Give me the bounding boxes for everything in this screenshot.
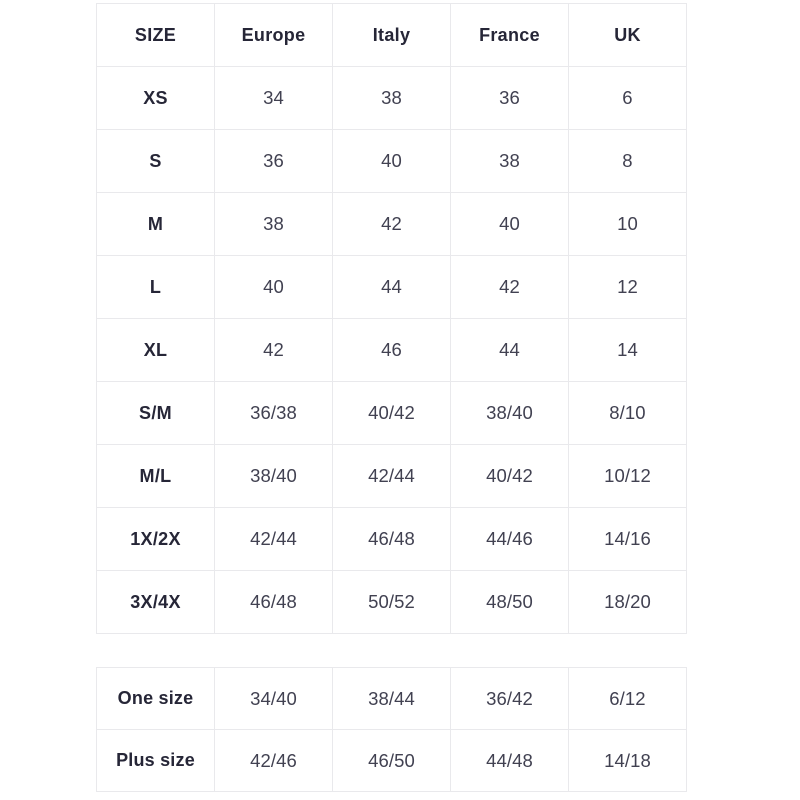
table-row: XL 42 46 44 14 <box>96 318 687 382</box>
table-row: M 38 42 40 10 <box>96 192 687 256</box>
cell-europe: 42/44 <box>214 507 333 571</box>
cell-uk: 6 <box>568 66 687 130</box>
cell-france: 36/42 <box>450 667 569 730</box>
column-header-size: SIZE <box>96 3 215 67</box>
cell-europe: 40 <box>214 255 333 319</box>
table-row: One size 34/40 38/44 36/42 6/12 <box>96 667 687 730</box>
cell-europe: 36 <box>214 129 333 193</box>
table-row: 1X/2X 42/44 46/48 44/46 14/16 <box>96 507 687 571</box>
main-size-table: SIZE Europe Italy France UK XS 34 38 36 … <box>96 3 687 634</box>
cell-france: 40/42 <box>450 444 569 508</box>
cell-size: XL <box>96 318 215 382</box>
table-row: S/M 36/38 40/42 38/40 8/10 <box>96 381 687 445</box>
cell-size: M/L <box>96 444 215 508</box>
column-header-uk: UK <box>568 3 687 67</box>
table-row: 3X/4X 46/48 50/52 48/50 18/20 <box>96 570 687 634</box>
table-row: Plus size 42/46 46/50 44/48 14/18 <box>96 729 687 792</box>
cell-europe: 42 <box>214 318 333 382</box>
cell-italy: 46/50 <box>332 729 451 792</box>
cell-europe: 38 <box>214 192 333 256</box>
cell-uk: 14/18 <box>568 729 687 792</box>
cell-italy: 38 <box>332 66 451 130</box>
cell-italy: 38/44 <box>332 667 451 730</box>
cell-uk: 14 <box>568 318 687 382</box>
table-row: XS 34 38 36 6 <box>96 66 687 130</box>
table-header-row: SIZE Europe Italy France UK <box>96 3 687 67</box>
cell-uk: 18/20 <box>568 570 687 634</box>
cell-size: L <box>96 255 215 319</box>
column-header-italy: Italy <box>332 3 451 67</box>
main-size-table-body: XS 34 38 36 6 S 36 40 38 8 M 38 42 40 10 <box>96 66 687 634</box>
cell-uk: 12 <box>568 255 687 319</box>
cell-size: XS <box>96 66 215 130</box>
cell-france: 36 <box>450 66 569 130</box>
main-size-table-header: SIZE Europe Italy France UK <box>96 3 687 67</box>
one-size-table-body: One size 34/40 38/44 36/42 6/12 Plus siz… <box>96 667 687 792</box>
cell-uk: 14/16 <box>568 507 687 571</box>
cell-italy: 40/42 <box>332 381 451 445</box>
cell-europe: 36/38 <box>214 381 333 445</box>
cell-europe: 46/48 <box>214 570 333 634</box>
cell-france: 44/46 <box>450 507 569 571</box>
cell-italy: 42/44 <box>332 444 451 508</box>
column-header-france: France <box>450 3 569 67</box>
table-row: S 36 40 38 8 <box>96 129 687 193</box>
cell-size: 3X/4X <box>96 570 215 634</box>
cell-europe: 42/46 <box>214 729 333 792</box>
cell-france: 38/40 <box>450 381 569 445</box>
cell-uk: 8/10 <box>568 381 687 445</box>
cell-italy: 44 <box>332 255 451 319</box>
cell-france: 44/48 <box>450 729 569 792</box>
cell-uk: 10/12 <box>568 444 687 508</box>
cell-size: 1X/2X <box>96 507 215 571</box>
cell-france: 48/50 <box>450 570 569 634</box>
cell-italy: 50/52 <box>332 570 451 634</box>
cell-france: 42 <box>450 255 569 319</box>
cell-size: S/M <box>96 381 215 445</box>
cell-uk: 6/12 <box>568 667 687 730</box>
cell-italy: 40 <box>332 129 451 193</box>
cell-italy: 42 <box>332 192 451 256</box>
cell-size: One size <box>96 667 215 730</box>
cell-size: S <box>96 129 215 193</box>
cell-france: 38 <box>450 129 569 193</box>
cell-italy: 46/48 <box>332 507 451 571</box>
cell-france: 44 <box>450 318 569 382</box>
cell-italy: 46 <box>332 318 451 382</box>
cell-europe: 34/40 <box>214 667 333 730</box>
cell-size: Plus size <box>96 729 215 792</box>
table-row: L 40 44 42 12 <box>96 255 687 319</box>
cell-europe: 34 <box>214 66 333 130</box>
column-header-europe: Europe <box>214 3 333 67</box>
cell-size: M <box>96 192 215 256</box>
cell-uk: 8 <box>568 129 687 193</box>
cell-france: 40 <box>450 192 569 256</box>
cell-europe: 38/40 <box>214 444 333 508</box>
one-size-table: One size 34/40 38/44 36/42 6/12 Plus siz… <box>96 667 687 792</box>
cell-uk: 10 <box>568 192 687 256</box>
table-row: M/L 38/40 42/44 40/42 10/12 <box>96 444 687 508</box>
